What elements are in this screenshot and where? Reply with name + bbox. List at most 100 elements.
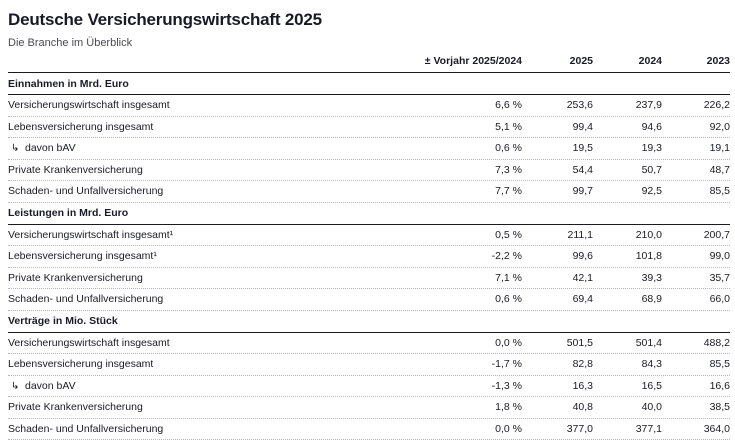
column-header-empty	[8, 67, 414, 72]
cell-value: 39,3	[593, 272, 662, 284]
cell-value: 501,5	[522, 337, 593, 349]
section-row: Verträge in Mio. Stück	[8, 311, 730, 333]
cell-value: 1,8 %	[414, 401, 522, 413]
column-header-2023: 2023	[662, 56, 730, 72]
cell-value: 501,4	[593, 337, 662, 349]
row-label: Schaden- und Unfallversicherung	[8, 423, 414, 435]
cell-value: 42,1	[522, 272, 593, 284]
cell-value: 50,7	[593, 164, 662, 176]
cell-value: 19,5	[522, 142, 593, 154]
cell-value: 68,9	[593, 293, 662, 305]
row-label: Schaden- und Unfallversicherung	[8, 293, 414, 305]
section-heading: Einnahmen in Mrd. Euro	[8, 78, 730, 90]
cell-value: 99,0	[662, 250, 730, 262]
row-label: Private Krankenversicherung	[8, 272, 414, 284]
cell-value: 19,1	[662, 142, 730, 154]
cell-value: 7,1 %	[414, 272, 522, 284]
cell-value: 40,0	[593, 401, 662, 413]
cell-value: 488,2	[662, 337, 730, 349]
cell-value: 16,6	[662, 380, 730, 392]
cell-value: -1,7 %	[414, 358, 522, 370]
cell-value: 38,5	[662, 401, 730, 413]
cell-value: 40,8	[522, 401, 593, 413]
cell-value: -1,3 %	[414, 380, 522, 392]
cell-value: 253,6	[522, 99, 593, 111]
cell-value: 364,0	[662, 423, 730, 435]
cell-value: 0,0 %	[414, 337, 522, 349]
cell-value: 6,6 %	[414, 99, 522, 111]
cell-value: 92,0	[662, 121, 730, 133]
cell-value: -2,2 %	[414, 250, 522, 262]
section-heading: Verträge in Mio. Stück	[8, 315, 730, 327]
cell-value: 69,4	[522, 293, 593, 305]
cell-value: 0,0 %	[414, 423, 522, 435]
row-label: ↳davon bAV	[8, 380, 414, 392]
column-header-vorjahr: ± Vorjahr 2025/2024	[414, 56, 522, 72]
cell-value: 0,6 %	[414, 142, 522, 154]
cell-value: 101,8	[593, 250, 662, 262]
column-header-2025: 2025	[522, 56, 593, 72]
section-heading: Leistungen in Mrd. Euro	[8, 207, 730, 219]
table-header-row: ± Vorjahr 2025/2024 2025 2024 2023	[8, 49, 730, 73]
cell-value: 99,7	[522, 185, 593, 197]
overview-table: ± Vorjahr 2025/2024 2025 2024 2023 Einna…	[8, 49, 730, 440]
row-label: Lebensversicherung insgesamt	[8, 358, 414, 370]
cell-value: 99,4	[522, 121, 593, 133]
cell-value: 211,1	[522, 229, 593, 241]
cell-value: 82,8	[522, 358, 593, 370]
row-label: Versicherungswirtschaft insgesamt¹	[8, 229, 414, 241]
cell-value: 210,0	[593, 229, 662, 241]
cell-value: 377,0	[522, 423, 593, 435]
cell-value: 16,5	[593, 380, 662, 392]
cell-value: 0,5 %	[414, 229, 522, 241]
cell-value: 92,5	[593, 185, 662, 197]
indent-arrow-icon: ↳	[8, 143, 25, 154]
row-label: ↳davon bAV	[8, 142, 414, 154]
cell-value: 7,7 %	[414, 185, 522, 197]
cell-value: 19,3	[593, 142, 662, 154]
cell-value: 85,5	[662, 185, 730, 197]
section-row: Leistungen in Mrd. Euro	[8, 203, 730, 225]
cell-value: 237,9	[593, 99, 662, 111]
cell-value: 94,6	[593, 121, 662, 133]
cell-value: 84,3	[593, 358, 662, 370]
cell-value: 85,5	[662, 358, 730, 370]
row-label: Private Krankenversicherung	[8, 401, 414, 413]
table-body: Einnahmen in Mrd. Euro Versicherungswirts…	[8, 73, 730, 440]
column-header-2024: 2024	[593, 56, 662, 72]
cell-value: 0,6 %	[414, 293, 522, 305]
row-label: Lebensversicherung insgesamt	[8, 121, 414, 133]
cell-value: 66,0	[662, 293, 730, 305]
cell-value: 200,7	[662, 229, 730, 241]
cell-value: 48,7	[662, 164, 730, 176]
page-title: Deutsche Versicherungswirtschaft 2025	[8, 10, 730, 30]
row-label: Lebensversicherung insgesamt¹	[8, 250, 414, 262]
row-label: Versicherungswirtschaft insgesamt	[8, 337, 414, 349]
cell-value: 377,1	[593, 423, 662, 435]
cell-value: 7,3 %	[414, 164, 522, 176]
cell-value: 54,4	[522, 164, 593, 176]
cell-value: 16,3	[522, 380, 593, 392]
cell-value: 35,7	[662, 272, 730, 284]
row-label: Schaden- und Unfallversicherung	[8, 185, 414, 197]
cell-value: 5,1 %	[414, 121, 522, 133]
cell-value: 99,6	[522, 250, 593, 262]
page-subtitle: Die Branche im Überblick	[8, 37, 730, 49]
row-label: Versicherungswirtschaft insgesamt	[8, 99, 414, 111]
cell-value: 226,2	[662, 99, 730, 111]
